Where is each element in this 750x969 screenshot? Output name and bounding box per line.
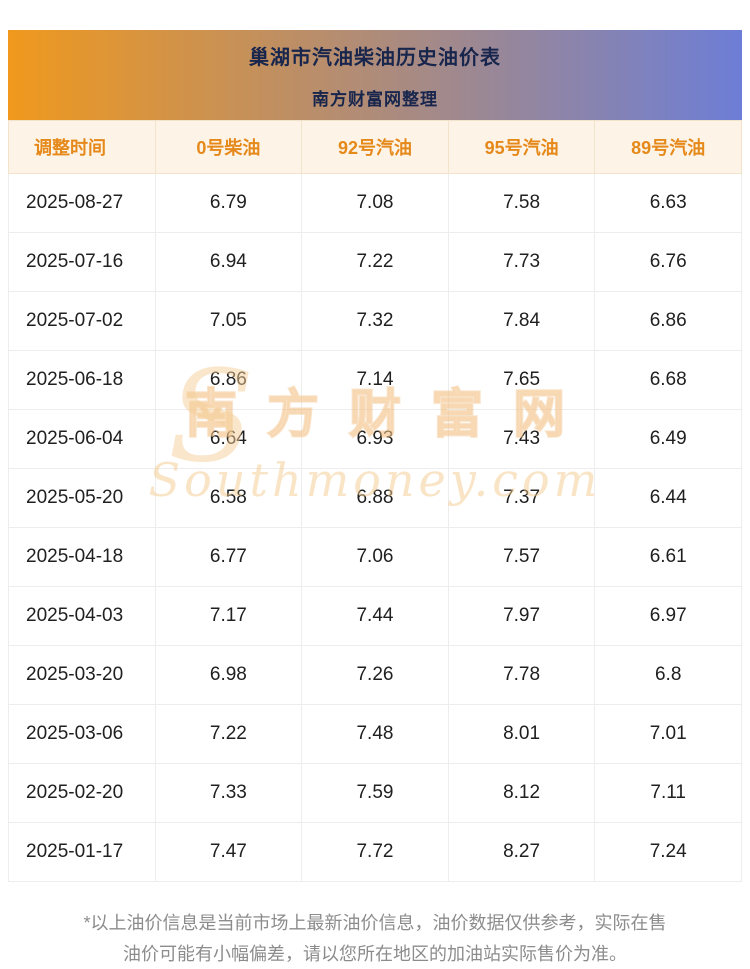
column-header: 95号汽油 — [447, 120, 596, 174]
price-cell: 7.43 — [447, 409, 596, 469]
disclaimer: *以上油价信息是当前市场上最新油价信息，油价数据仅供参考，实际在售 油价可能有小… — [8, 908, 742, 969]
price-cell: 7.14 — [301, 350, 449, 410]
price-cell: 7.65 — [447, 350, 596, 410]
price-cell: 7.84 — [447, 291, 596, 351]
price-cell: 6.93 — [301, 409, 449, 469]
table-row: 2025-04-18 6.77 7.06 7.57 6.61 — [8, 527, 742, 587]
price-cell: 6.58 — [154, 468, 303, 528]
table-row: 2025-03-06 7.22 7.48 8.01 7.01 — [8, 704, 742, 764]
table-row: 2025-08-27 6.79 7.08 7.58 6.63 — [8, 173, 742, 233]
page-title: 巢湖市汽油柴油历史油价表 — [249, 46, 501, 69]
price-cell: 7.11 — [594, 763, 742, 823]
price-cell: 6.86 — [154, 350, 303, 410]
price-cell: 7.44 — [301, 586, 449, 646]
price-cell: 6.98 — [154, 645, 303, 705]
price-cell: 6.64 — [154, 409, 303, 469]
price-cell: 7.17 — [154, 586, 303, 646]
date-cell: 2025-07-02 — [8, 291, 156, 351]
table-row: 2025-01-17 7.47 7.72 8.27 7.24 — [8, 822, 742, 882]
page: 巢湖市汽油柴油历史油价表 南方财富网整理 调整时间 0号柴油 92号汽油 95号汽油 8… — [8, 30, 742, 964]
disclaimer-line-2: 油价可能有小幅偏差，请以您所在地区的加油站实际售价为准。 — [123, 943, 627, 964]
table-row: 2025-04-03 7.17 7.44 7.97 6.97 — [8, 586, 742, 646]
price-cell: 7.06 — [301, 527, 449, 587]
disclaimer-line-1: *以上油价信息是当前市场上最新油价信息，油价数据仅供参考，实际在售 — [83, 913, 667, 933]
title-banner: 巢湖市汽油柴油历史油价表 南方财富网整理 — [8, 30, 742, 120]
price-cell: 6.63 — [594, 173, 742, 233]
table-row: 2025-02-20 7.33 7.59 8.12 7.11 — [8, 763, 742, 823]
price-cell: 6.8 — [594, 645, 742, 705]
price-cell: 8.12 — [447, 763, 596, 823]
price-cell: 6.61 — [594, 527, 742, 587]
date-cell: 2025-04-18 — [8, 527, 156, 587]
price-cell: 6.77 — [154, 527, 303, 587]
price-cell: 8.01 — [447, 704, 596, 764]
price-cell: 6.49 — [594, 409, 742, 469]
table-row: 2025-05-20 6.58 6.88 7.37 6.44 — [8, 468, 742, 528]
price-table: 调整时间 0号柴油 92号汽油 95号汽油 89号汽油 2025-08-27 6.79 7.… — [8, 120, 742, 882]
price-cell: 7.73 — [447, 232, 596, 292]
price-cell: 7.33 — [154, 763, 303, 823]
price-cell: 7.57 — [447, 527, 596, 587]
column-header: 92号汽油 — [301, 120, 449, 174]
price-cell: 7.47 — [154, 822, 303, 882]
price-cell: 7.24 — [594, 822, 742, 882]
page-subtitle: 南方财富网整理 — [312, 89, 438, 109]
date-cell: 2025-03-20 — [8, 645, 156, 705]
price-cell: 7.97 — [447, 586, 596, 646]
table-row: 2025-06-18 6.86 7.14 7.65 6.68 — [8, 350, 742, 410]
price-cell: 7.22 — [154, 704, 303, 764]
price-cell: 7.32 — [301, 291, 449, 351]
table-row: 2025-07-16 6.94 7.22 7.73 6.76 — [8, 232, 742, 292]
price-cell: 7.72 — [301, 822, 449, 882]
price-cell: 6.44 — [594, 468, 742, 528]
column-header: 89号汽油 — [594, 120, 742, 174]
price-cell: 7.05 — [154, 291, 303, 351]
date-cell: 2025-06-04 — [8, 409, 156, 469]
price-cell: 7.22 — [301, 232, 449, 292]
price-cell: 7.26 — [301, 645, 449, 705]
date-cell: 2025-03-06 — [8, 704, 156, 764]
price-cell: 7.48 — [301, 704, 449, 764]
column-header-row: 调整时间 0号柴油 92号汽油 95号汽油 89号汽油 — [8, 120, 742, 174]
price-cell: 7.59 — [301, 763, 449, 823]
column-header: 调整时间 — [8, 120, 156, 174]
price-cell: 7.01 — [594, 704, 742, 764]
date-cell: 2025-04-03 — [8, 586, 156, 646]
date-cell: 2025-08-27 — [8, 173, 156, 233]
table-row: 2025-07-02 7.05 7.32 7.84 6.86 — [8, 291, 742, 351]
price-cell: 7.58 — [447, 173, 596, 233]
price-table-body: 2025-08-27 6.79 7.08 7.58 6.63 2025-07-16 6.94… — [8, 173, 742, 882]
column-header: 0号柴油 — [154, 120, 303, 174]
price-cell: 6.94 — [154, 232, 303, 292]
table-row: 2025-03-20 6.98 7.26 7.78 6.8 — [8, 645, 742, 705]
date-cell: 2025-07-16 — [8, 232, 156, 292]
price-cell: 6.79 — [154, 173, 303, 233]
price-cell: 7.78 — [447, 645, 596, 705]
date-cell: 2025-01-17 — [8, 822, 156, 882]
date-cell: 2025-02-20 — [8, 763, 156, 823]
price-cell: 7.37 — [447, 468, 596, 528]
price-cell: 6.88 — [301, 468, 449, 528]
price-cell: 6.68 — [594, 350, 742, 410]
price-cell: 7.08 — [301, 173, 449, 233]
date-cell: 2025-05-20 — [8, 468, 156, 528]
price-cell: 6.97 — [594, 586, 742, 646]
price-cell: 6.86 — [594, 291, 742, 351]
price-cell: 6.76 — [594, 232, 742, 292]
table-row: 2025-06-04 6.64 6.93 7.43 6.49 — [8, 409, 742, 469]
price-table-header: 调整时间 0号柴油 92号汽油 95号汽油 89号汽油 — [8, 120, 742, 174]
date-cell: 2025-06-18 — [8, 350, 156, 410]
price-cell: 8.27 — [447, 822, 596, 882]
